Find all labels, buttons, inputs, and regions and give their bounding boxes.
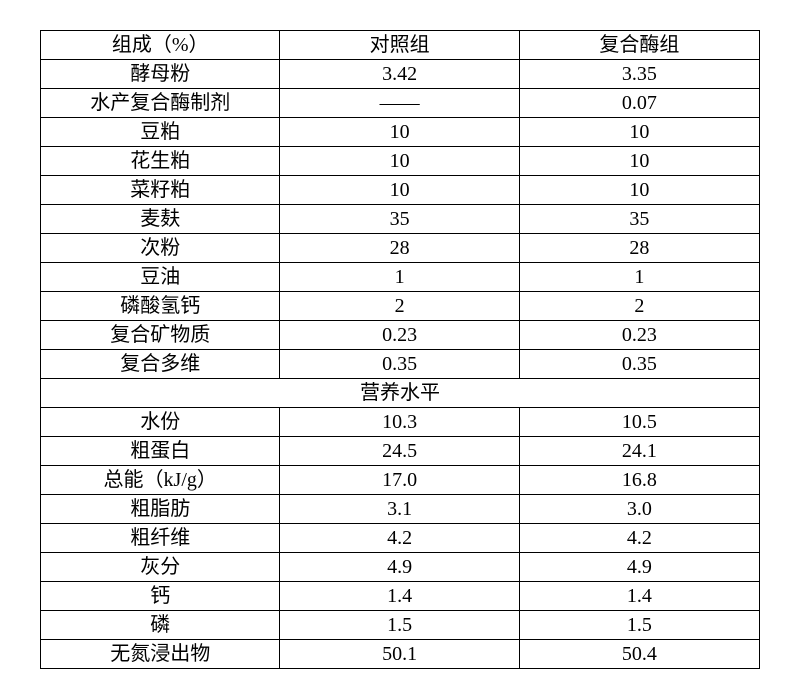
cell: 10.5 [519,408,759,437]
cell: 0.35 [280,350,519,379]
table-row: 总能（kJ/g）17.016.8 [41,466,760,495]
header-cell: 对照组 [280,31,519,60]
table-row: 复合矿物质0.230.23 [41,321,760,350]
cell: 28 [280,234,519,263]
cell: 28 [519,234,759,263]
cell: 4.2 [280,524,519,553]
cell: 0.23 [280,321,519,350]
cell: 酵母粉 [41,60,280,89]
cell: 50.1 [280,640,519,669]
cell: 无氮浸出物 [41,640,280,669]
cell: 0.07 [519,89,759,118]
cell: 2 [280,292,519,321]
cell: 1.5 [280,611,519,640]
cell: 磷 [41,611,280,640]
table-row: 粗蛋白24.524.1 [41,437,760,466]
cell: 3.35 [519,60,759,89]
cell: 钙 [41,582,280,611]
cell: 磷酸氢钙 [41,292,280,321]
cell: 10 [280,147,519,176]
cell: 豆油 [41,263,280,292]
section-header-cell: 营养水平 [41,379,760,408]
table-row: 豆粕1010 [41,118,760,147]
cell: 豆粕 [41,118,280,147]
cell: 24.1 [519,437,759,466]
cell: 0.23 [519,321,759,350]
cell: 16.8 [519,466,759,495]
cell: 花生粕 [41,147,280,176]
cell: 10.3 [280,408,519,437]
cell: 35 [280,205,519,234]
cell: 4.9 [280,553,519,582]
table-row: 磷1.51.5 [41,611,760,640]
cell: 4.9 [519,553,759,582]
section-header-row: 营养水平 [41,379,760,408]
table-header-row: 组成（%） 对照组 复合酶组 [41,31,760,60]
table-row: 灰分4.94.9 [41,553,760,582]
cell: 10 [280,118,519,147]
cell: 0.35 [519,350,759,379]
header-cell: 复合酶组 [519,31,759,60]
cell: 3.0 [519,495,759,524]
table-row: 豆油11 [41,263,760,292]
table-row: 酵母粉3.423.35 [41,60,760,89]
cell: 1 [519,263,759,292]
cell: 总能（kJ/g） [41,466,280,495]
cell: 10 [519,176,759,205]
cell: 水产复合酶制剂 [41,89,280,118]
header-cell: 组成（%） [41,31,280,60]
cell: 10 [280,176,519,205]
table-row: 磷酸氢钙22 [41,292,760,321]
table-row: 麦麸3535 [41,205,760,234]
cell: 4.2 [519,524,759,553]
table-row: 次粉2828 [41,234,760,263]
cell: 复合矿物质 [41,321,280,350]
cell: 次粉 [41,234,280,263]
cell: 水份 [41,408,280,437]
cell: 粗纤维 [41,524,280,553]
table-row: 钙1.41.4 [41,582,760,611]
cell: 50.4 [519,640,759,669]
cell: 复合多维 [41,350,280,379]
cell: 灰分 [41,553,280,582]
table-row: 水产复合酶制剂——0.07 [41,89,760,118]
table-row: 花生粕1010 [41,147,760,176]
cell: 3.1 [280,495,519,524]
cell: 10 [519,147,759,176]
data-table: 组成（%） 对照组 复合酶组 酵母粉3.423.35 水产复合酶制剂——0.07… [40,30,760,669]
table-row: 复合多维0.350.35 [41,350,760,379]
cell: 24.5 [280,437,519,466]
table-body: 组成（%） 对照组 复合酶组 酵母粉3.423.35 水产复合酶制剂——0.07… [41,31,760,669]
cell: 菜籽粕 [41,176,280,205]
cell: 17.0 [280,466,519,495]
table-row: 粗脂肪3.13.0 [41,495,760,524]
cell: 1.5 [519,611,759,640]
cell: 1.4 [280,582,519,611]
cell: 麦麸 [41,205,280,234]
table-row: 菜籽粕1010 [41,176,760,205]
cell: 粗蛋白 [41,437,280,466]
table-row: 水份10.310.5 [41,408,760,437]
cell: 35 [519,205,759,234]
cell: 粗脂肪 [41,495,280,524]
cell: 2 [519,292,759,321]
table-row: 无氮浸出物50.150.4 [41,640,760,669]
cell: 1 [280,263,519,292]
cell: 10 [519,118,759,147]
cell: —— [280,89,519,118]
cell: 1.4 [519,582,759,611]
cell: 3.42 [280,60,519,89]
table-row: 粗纤维4.24.2 [41,524,760,553]
